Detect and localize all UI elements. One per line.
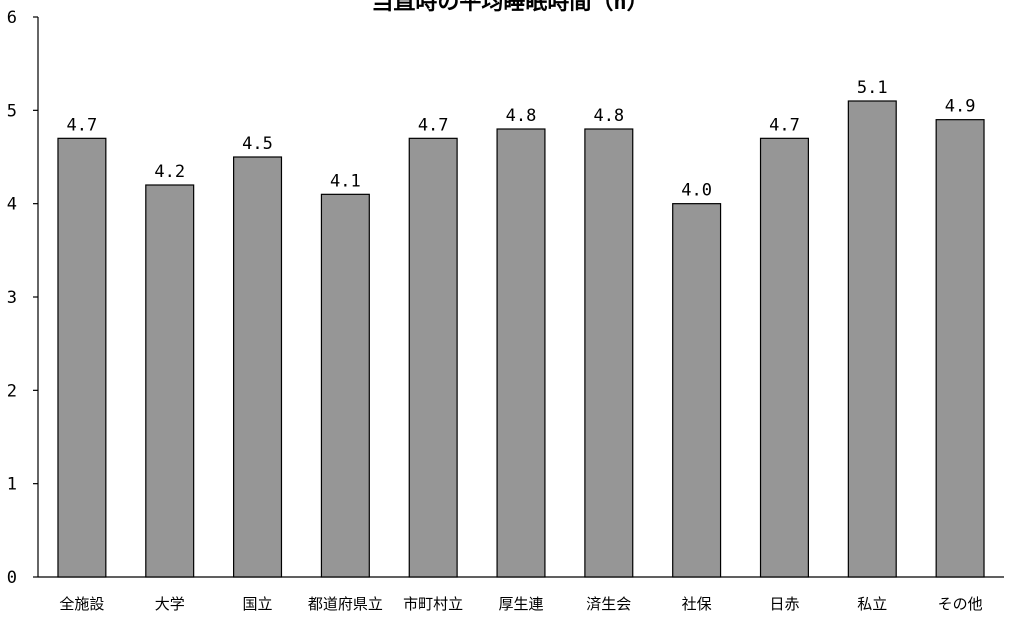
bar [233,156,283,578]
x-tick-label: 社保 [682,595,712,613]
x-tick-label: その他 [938,595,983,613]
bar-value-label: 4.2 [154,162,185,182]
y-tick-label: 6 [7,8,17,28]
bar [759,137,809,578]
x-tick-label: 日赤 [769,595,799,613]
bar [145,184,195,578]
x-tick-label: 市町村立 [403,595,463,613]
bar-value-label: 4.7 [418,115,449,135]
bar-value-label: 4.8 [593,106,624,126]
bar-value-label: 4.7 [67,115,98,135]
bar [672,203,722,578]
bar-value-label: 5.1 [857,78,888,98]
bar [320,193,370,578]
y-tick-label: 4 [7,195,17,215]
bar [57,137,107,578]
bar [935,119,985,578]
x-axis-labels: 全施設 大学 国立 都道府県立 市町村立 厚生連 済生会 社保 日赤 私立 その他 [59,595,982,613]
bar [847,100,897,578]
bar [584,128,634,578]
y-tick-label: 0 [7,568,17,588]
bar-value-label: 4.7 [769,115,800,135]
bar-value-label: 4.8 [506,106,537,126]
x-tick-label: 私立 [857,595,887,613]
y-tick-label: 5 [7,101,17,121]
y-tick-label: 2 [7,381,17,401]
x-tick-label: 国立 [243,595,273,613]
y-tick-label: 3 [7,288,17,308]
chart-title: 当直時の平均睡眠時間（h） [371,0,648,15]
x-tick-label: 済生会 [586,595,631,613]
bars: 4.7 4.2 4.5 4.1 4.7 4.8 4.8 4.0 4.7 5.1 4.9 [57,78,985,578]
x-tick-label: 大学 [155,595,185,613]
y-tick-label: 1 [7,475,17,495]
bar-value-label: 4.5 [242,134,273,154]
x-tick-label: 全施設 [59,595,104,613]
y-axis-ticks: 0 1 2 3 4 5 6 [7,8,38,588]
x-tick-label: 都道府県立 [308,595,383,613]
bar-value-label: 4.0 [681,181,712,201]
bar-value-label: 4.9 [945,97,976,117]
bar [408,137,458,578]
x-tick-label: 厚生連 [498,595,543,613]
bar-value-label: 4.1 [330,171,361,191]
bar [496,128,546,578]
